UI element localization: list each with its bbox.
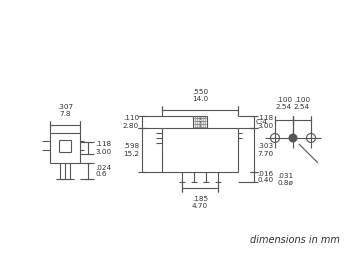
Text: .598
15.2: .598 15.2 bbox=[123, 144, 139, 156]
Text: .118
3.00: .118 3.00 bbox=[95, 141, 111, 154]
Text: .100
2.54: .100 2.54 bbox=[294, 97, 310, 110]
Text: .185
4.70: .185 4.70 bbox=[192, 196, 208, 209]
Text: .307
7.8: .307 7.8 bbox=[57, 104, 73, 117]
Text: .016
0.40: .016 0.40 bbox=[257, 170, 273, 184]
Text: C·4: C·4 bbox=[256, 119, 268, 125]
Text: .303
7.70: .303 7.70 bbox=[257, 144, 273, 156]
Text: .118
3.00: .118 3.00 bbox=[257, 115, 273, 129]
Text: .100
2.54: .100 2.54 bbox=[276, 97, 292, 110]
Text: dimensions in mm: dimensions in mm bbox=[250, 235, 340, 245]
Text: .024
0.6: .024 0.6 bbox=[95, 164, 111, 178]
Text: .550
14.0: .550 14.0 bbox=[192, 89, 208, 102]
Text: .110
2.80: .110 2.80 bbox=[123, 115, 139, 129]
Circle shape bbox=[288, 134, 298, 143]
Text: .031
0.8ø: .031 0.8ø bbox=[277, 173, 293, 186]
